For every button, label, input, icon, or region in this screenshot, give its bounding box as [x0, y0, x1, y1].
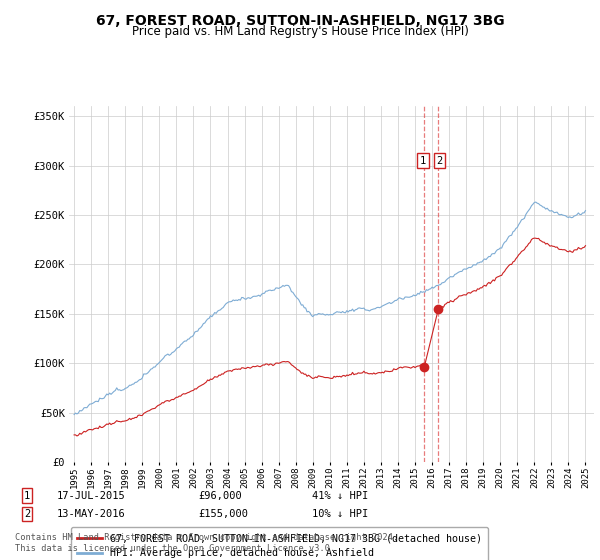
Text: £155,000: £155,000	[198, 509, 248, 519]
Text: 2: 2	[437, 156, 443, 166]
Text: 1: 1	[24, 491, 30, 501]
Text: Contains HM Land Registry data © Crown copyright and database right 2024.
This d: Contains HM Land Registry data © Crown c…	[15, 533, 398, 553]
Text: 2: 2	[24, 509, 30, 519]
Legend: 67, FOREST ROAD, SUTTON-IN-ASHFIELD, NG17 3BG (detached house), HPI: Average pri: 67, FOREST ROAD, SUTTON-IN-ASHFIELD, NG1…	[71, 528, 488, 560]
Text: 41% ↓ HPI: 41% ↓ HPI	[312, 491, 368, 501]
Text: £96,000: £96,000	[198, 491, 242, 501]
Text: 13-MAY-2016: 13-MAY-2016	[57, 509, 126, 519]
Text: 67, FOREST ROAD, SUTTON-IN-ASHFIELD, NG17 3BG: 67, FOREST ROAD, SUTTON-IN-ASHFIELD, NG1…	[95, 14, 505, 28]
Text: 1: 1	[420, 156, 426, 166]
Text: 10% ↓ HPI: 10% ↓ HPI	[312, 509, 368, 519]
Text: 17-JUL-2015: 17-JUL-2015	[57, 491, 126, 501]
Text: Price paid vs. HM Land Registry's House Price Index (HPI): Price paid vs. HM Land Registry's House …	[131, 25, 469, 38]
